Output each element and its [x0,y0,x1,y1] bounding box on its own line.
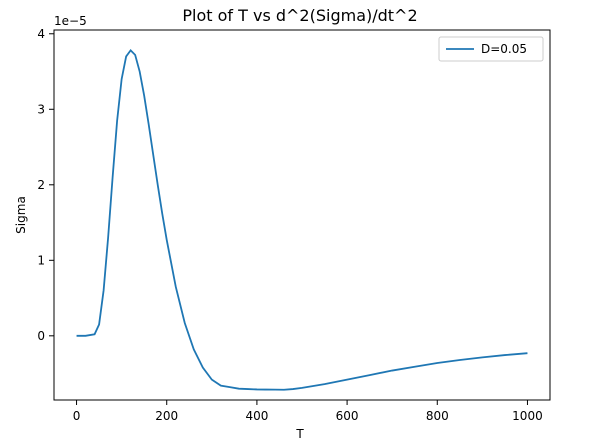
x-axis: 0 200 400 600 800 1000 [73,400,543,423]
y-tick-label: 4 [37,27,45,41]
y-tick-label: 3 [37,102,45,116]
y-axis: 0 1 2 3 4 [37,27,54,343]
series-line-d-0-05 [76,49,528,391]
y-axis-label: Sigma [14,196,28,234]
x-tick-label: 200 [155,409,178,423]
x-tick-label: 800 [426,409,449,423]
x-tick-label: 600 [336,409,359,423]
y-tick-label: 1 [37,253,45,267]
chart-title: Plot of T vs d^2(Sigma)/dt^2 [182,6,417,25]
x-tick-label: 1000 [512,409,543,423]
plot-area [53,29,551,401]
y-tick-label: 2 [37,178,45,192]
y-offset-label: 1e−5 [54,14,87,28]
legend: D=0.05 [438,36,544,62]
y-tick-label: 0 [37,329,45,343]
x-axis-label: T [295,427,304,441]
x-tick-label: 400 [245,409,268,423]
legend-box [438,36,544,62]
x-tick-label: 0 [73,409,81,423]
legend-label-d-0-05: D=0.05 [481,42,527,56]
